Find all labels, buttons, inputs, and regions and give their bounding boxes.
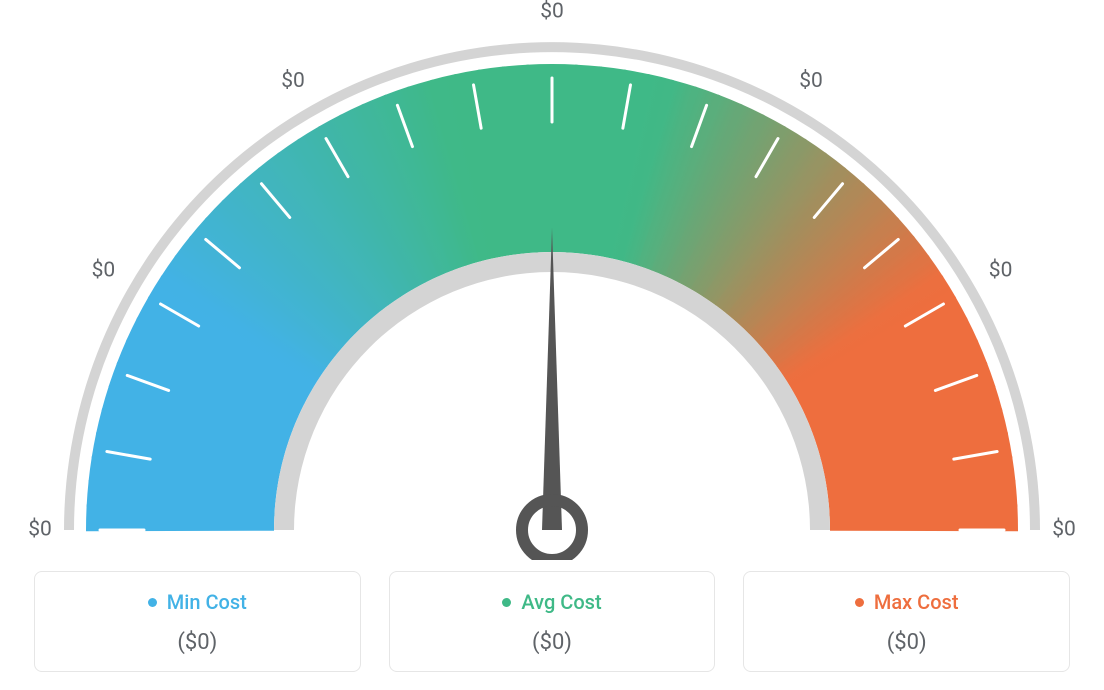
- svg-text:$0: $0: [989, 259, 1013, 283]
- svg-text:$0: $0: [540, 0, 564, 24]
- legend-dot-min: [148, 598, 157, 607]
- legend-dot-max: [855, 598, 864, 607]
- legend-card-max: Max Cost ($0): [743, 571, 1070, 672]
- legend-value-max: ($0): [754, 630, 1059, 655]
- svg-text:$0: $0: [28, 518, 52, 542]
- gauge-svg: $0 $0 $0 $0 $0 $0 $0: [0, 0, 1104, 560]
- legend-label-min: Min Cost: [167, 590, 247, 614]
- gauge-chart: $0 $0 $0 $0 $0 $0 $0: [0, 0, 1104, 560]
- svg-text:$0: $0: [92, 259, 116, 283]
- svg-text:$0: $0: [799, 69, 823, 93]
- legend-label-max: Max Cost: [874, 590, 959, 614]
- svg-text:$0: $0: [1052, 518, 1076, 542]
- legend-card-min: Min Cost ($0): [34, 571, 361, 672]
- legend-value-avg: ($0): [400, 630, 705, 655]
- svg-text:$0: $0: [281, 69, 305, 93]
- legend-label-avg: Avg Cost: [521, 590, 601, 614]
- cost-gauge-container: $0 $0 $0 $0 $0 $0 $0 Min Cost ($0) Avg Cost ($…: [0, 0, 1104, 690]
- legend-value-min: ($0): [45, 630, 350, 655]
- legend-title-max: Max Cost: [855, 590, 959, 614]
- legend-dot-avg: [502, 598, 511, 607]
- legend-title-avg: Avg Cost: [502, 590, 601, 614]
- legend-card-avg: Avg Cost ($0): [389, 571, 716, 672]
- legend-row: Min Cost ($0) Avg Cost ($0) Max Cost ($0…: [34, 571, 1070, 672]
- legend-title-min: Min Cost: [148, 590, 247, 614]
